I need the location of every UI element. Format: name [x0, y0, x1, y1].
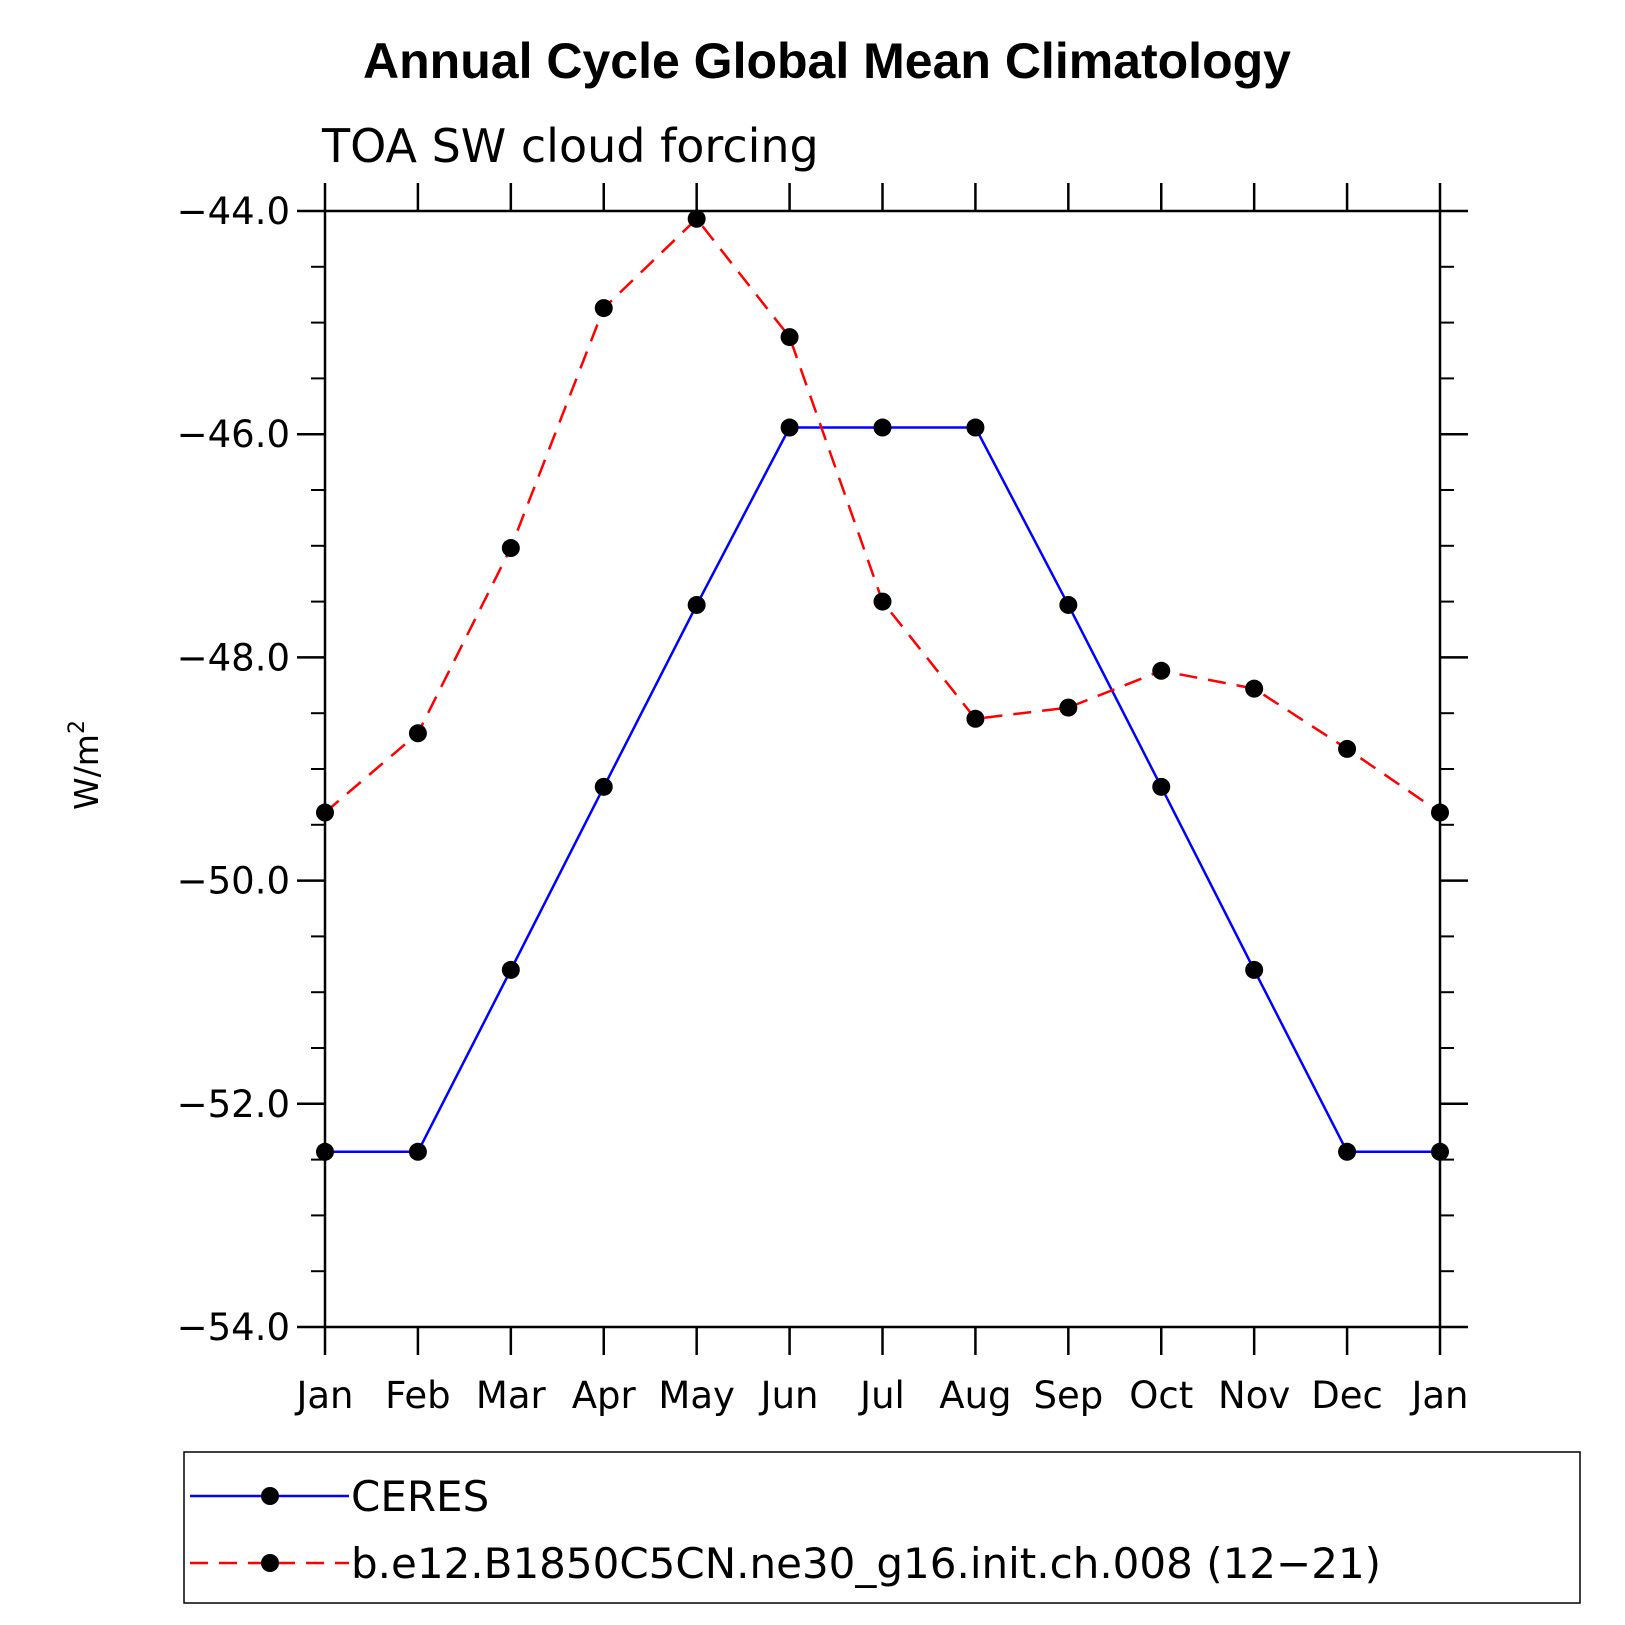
- x-tick-label: Dec: [1311, 1374, 1383, 1417]
- svg-text:W/m2: W/m2: [65, 720, 106, 810]
- y-tick-label: −50.0: [177, 860, 290, 903]
- y-tick-labels: −44.0 −46.0 −48.0 −50.0 −52.0 −54.0: [177, 190, 290, 1349]
- data-point-series-0: [408, 1142, 427, 1161]
- data-point-series-0: [594, 777, 613, 796]
- data-point-series-1: [873, 592, 892, 611]
- x-tick-label: Oct: [1129, 1374, 1193, 1417]
- data-point-series-1: [1059, 698, 1078, 717]
- data-point-series-1: [594, 299, 613, 318]
- x-tick-label: Nov: [1218, 1374, 1290, 1417]
- data-point-series-0: [966, 418, 985, 437]
- data-point-series-1: [501, 539, 520, 558]
- plot-frame: [323, 209, 1442, 1329]
- data-point-series-1: [1152, 661, 1171, 680]
- data-point-series-0: [873, 418, 892, 437]
- y-axis-label-text: W/m: [67, 734, 106, 810]
- legend-box: [183, 1451, 1581, 1604]
- y-tick-label: −46.0: [177, 413, 290, 456]
- chart-title: Annual Cycle Global Mean Climatology: [363, 33, 1291, 89]
- data-point-series-0: [1059, 595, 1078, 614]
- x-tick-label: Apr: [572, 1374, 637, 1417]
- data-point-series-1: [408, 724, 427, 743]
- x-tick-label: Aug: [939, 1374, 1011, 1417]
- series-lines: [324, 216, 1441, 1154]
- y-axis-label: W/m2: [65, 720, 106, 810]
- data-point-series-0: [1338, 1142, 1357, 1161]
- data-point-series-0: [1431, 1142, 1449, 1161]
- legend-label-ceres: CERES: [351, 1472, 489, 1521]
- data-point-series-1: [1338, 739, 1357, 758]
- data-point-series-1: [780, 328, 799, 347]
- x-tick-label: Mar: [476, 1374, 547, 1417]
- data-point-series-1: [687, 209, 706, 228]
- x-tick-label: Jan: [1409, 1374, 1468, 1417]
- series-points: [316, 209, 1449, 1161]
- x-tick-label: Sep: [1033, 1374, 1103, 1417]
- x-tick-label: Jun: [759, 1374, 819, 1417]
- legend-marker-ceres: [261, 1487, 279, 1505]
- data-point-series-0: [687, 595, 706, 614]
- axis-ticks: [297, 183, 1468, 1355]
- legend: CERES b.e12.B1850C5CN.ne30_g16.init.ch.0…: [183, 1451, 1581, 1604]
- data-point-series-0: [316, 1142, 334, 1161]
- data-point-series-1: [1431, 803, 1449, 822]
- data-point-series-0: [1245, 960, 1264, 979]
- chart-subtitle: TOA SW cloud forcing: [321, 119, 819, 173]
- series-line-0: [325, 426, 1440, 1154]
- series-line-1: [324, 216, 1441, 814]
- x-tick-labels: Jan Feb Mar Apr May Jun Jul Aug Sep Oct Nov Dec Jan: [294, 1374, 1468, 1417]
- data-point-series-1: [966, 709, 985, 728]
- y-tick-label: −52.0: [177, 1083, 290, 1126]
- x-tick-label: Jan: [294, 1374, 353, 1417]
- y-tick-label: −48.0: [177, 636, 290, 679]
- data-point-series-1: [1245, 679, 1264, 698]
- legend-label-model: b.e12.B1850C5CN.ne30_g16.init.ch.008 (12…: [351, 1539, 1381, 1588]
- x-tick-label: May: [658, 1374, 735, 1417]
- x-tick-label: Jul: [858, 1374, 905, 1417]
- y-tick-label: −44.0: [177, 190, 290, 233]
- data-point-series-1: [316, 803, 334, 822]
- x-tick-label: Feb: [385, 1374, 451, 1417]
- y-tick-label: −54.0: [177, 1306, 290, 1349]
- y-axis-label-superscript: 2: [65, 720, 90, 734]
- legend-marker-model: [261, 1554, 279, 1572]
- data-point-series-0: [780, 418, 799, 437]
- data-point-series-0: [1152, 777, 1171, 796]
- data-point-series-0: [501, 960, 520, 979]
